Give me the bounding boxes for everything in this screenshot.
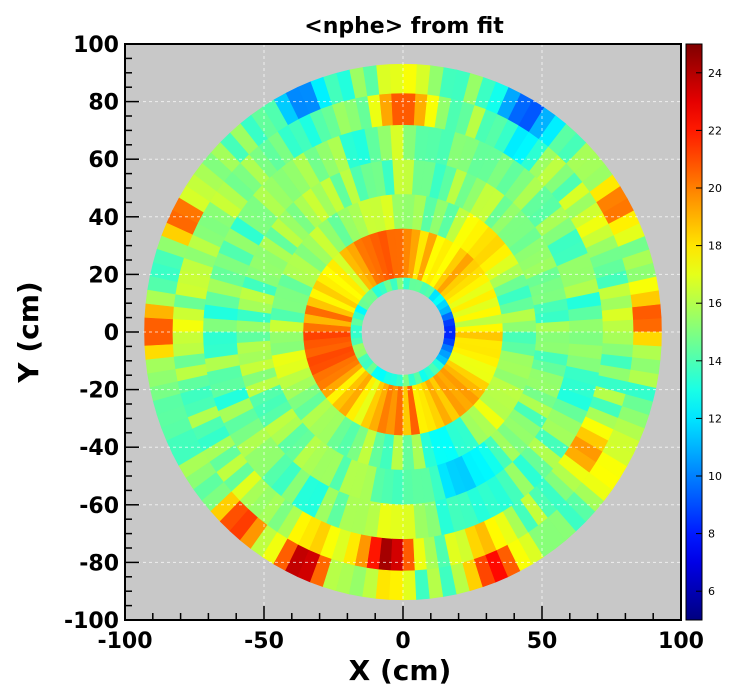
heatmap-cell (402, 92, 416, 126)
heatmap-cell (602, 319, 635, 333)
colorbar-ticks: 6 8 10 12 14 16 18 20 22 24 (696, 67, 722, 598)
y-tick-label: -40 (79, 436, 119, 461)
heatmap-cell (395, 374, 404, 388)
heatmap-cell (144, 331, 173, 347)
y-tick-labels: -100 -80 -60 -40 -20 0 20 40 60 80 100 (64, 33, 119, 634)
colorbar-tick-label: 16 (708, 297, 722, 310)
colorbar-tick-label: 12 (708, 412, 722, 425)
colorbar-tick-label: 20 (708, 182, 722, 195)
y-tick-label: 100 (73, 33, 119, 58)
plot-frame (124, 43, 682, 621)
y-axis-label: Y (cm) (12, 281, 45, 383)
heatmap-cell (389, 570, 404, 601)
colorbar: 6 8 10 12 14 16 18 20 22 24 (685, 43, 722, 621)
heatmap-cell (402, 276, 411, 290)
heatmap-cell (402, 63, 417, 94)
x-tick-label: 0 (395, 629, 410, 654)
colorbar-tick-label: 24 (708, 67, 722, 80)
y-tick-label: 20 (88, 263, 119, 288)
heatmap-cell (391, 469, 404, 506)
y-tick-label: -60 (79, 494, 119, 519)
y-tick-label: 80 (88, 91, 119, 116)
heatmap-cell (375, 569, 392, 600)
heatmap-cell (202, 318, 237, 333)
heatmap-cell (402, 158, 415, 195)
y-tick-label: -80 (79, 551, 119, 576)
colorbar-tick-label: 14 (708, 355, 722, 368)
y-tick-label: 40 (88, 206, 119, 231)
heatmap-cell (569, 331, 604, 346)
x-tick-marks (124, 606, 682, 620)
heatmap-cell (144, 303, 174, 320)
chart-title: <nphe> from fit (304, 14, 504, 39)
x-tick-labels: -100 -50 0 50 100 (97, 629, 704, 654)
heatmap-cell (144, 317, 173, 333)
heatmap-cell (171, 331, 204, 345)
x-axis-label: X (cm) (349, 654, 452, 687)
x-tick-label: -50 (244, 629, 284, 654)
heatmap-cell (402, 124, 417, 160)
colorbar-tick-label: 22 (708, 124, 722, 137)
colorbar-tick-label: 8 (708, 528, 715, 541)
y-tick-marks (125, 43, 139, 621)
heatmap-cell (602, 331, 635, 345)
heatmap-cell (389, 63, 404, 94)
grid-lines (125, 44, 681, 620)
heatmap-cell (389, 504, 404, 540)
heatmap-cell (402, 538, 416, 572)
x-tick-label: 100 (658, 629, 704, 654)
heatmap-cell (235, 320, 271, 333)
y-tick-label: 0 (104, 321, 119, 346)
heatmap-cell (402, 570, 417, 601)
colorbar-tick-label: 10 (708, 470, 722, 483)
heatmap-cell (633, 317, 662, 333)
heatmap-cell (414, 64, 431, 95)
heatmap-cell (633, 331, 662, 347)
colorbar-tick-label: 18 (708, 240, 722, 253)
y-tick-label: -100 (64, 609, 119, 634)
heatmap-cell (535, 331, 571, 344)
heatmap-cell (171, 319, 204, 333)
heatmap-cells (144, 63, 662, 601)
heatmap-cell (390, 538, 404, 572)
y-tick-label: -20 (79, 379, 119, 404)
colorbar-tick-label: 6 (708, 585, 715, 598)
heatmap-cell (632, 344, 662, 361)
heatmap-cell (390, 92, 404, 126)
x-tick-label: -100 (97, 629, 152, 654)
heatmap-cell (349, 324, 363, 333)
heatmap-cell (443, 331, 457, 340)
y-tick-label: 60 (88, 148, 119, 173)
x-tick-label: 50 (527, 629, 558, 654)
